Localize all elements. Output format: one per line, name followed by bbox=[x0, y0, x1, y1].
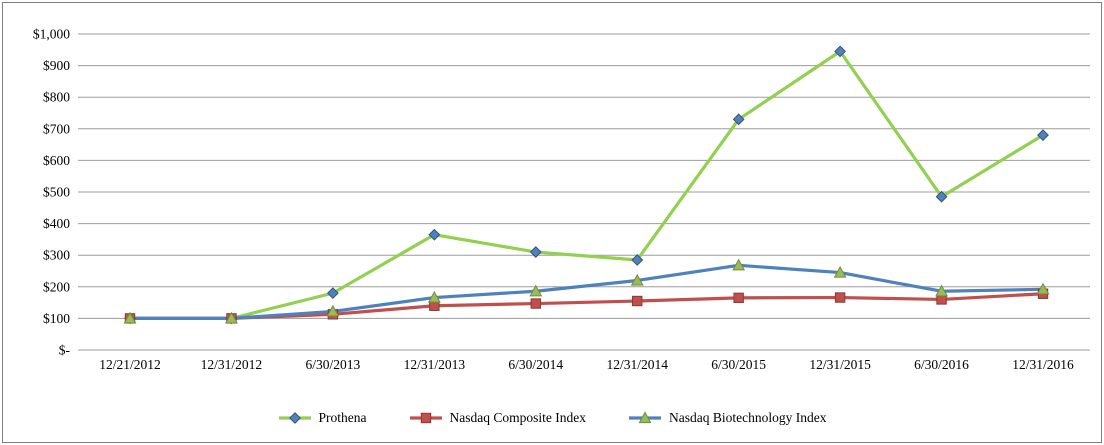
legend-item-nasdaq-biotechnology-index: Nasdaq Biotechnology Index bbox=[628, 411, 826, 425]
marker-triangle-nasdaq-biotechnology-index bbox=[1036, 282, 1050, 295]
x-axis-tick-label: 12/31/2016 bbox=[1012, 357, 1074, 372]
y-axis-tick-label: $500 bbox=[43, 185, 70, 200]
marker-triangle-nasdaq-biotechnology-index bbox=[935, 284, 949, 297]
y-axis-tick-label: $200 bbox=[43, 279, 70, 294]
legend-triangle-marker-icon bbox=[629, 411, 661, 424]
x-axis-tick-label: 12/31/2015 bbox=[809, 357, 871, 372]
legend-diamond-marker-icon bbox=[278, 412, 311, 424]
x-axis-tick-label: 12/31/2014 bbox=[606, 357, 668, 372]
marker-square-nasdaq-composite-index bbox=[834, 292, 846, 303]
legend-item-prothena: Prothena bbox=[278, 411, 367, 425]
marker-triangle-nasdaq-biotechnology-index bbox=[224, 311, 238, 324]
legend-item-nasdaq-composite-index: Nasdaq Composite Index bbox=[409, 411, 586, 425]
chart-legend: Prothena Nasdaq Composite Index Nasdaq Bio… bbox=[0, 405, 1104, 431]
marker-diamond-prothena bbox=[732, 113, 745, 126]
y-axis-tick-label: $700 bbox=[43, 121, 70, 136]
marker-diamond-prothena bbox=[326, 287, 339, 300]
legend-label: Nasdaq Biotechnology Index bbox=[669, 410, 827, 426]
y-axis-tick-label: $600 bbox=[43, 153, 70, 168]
legend-label: Prothena bbox=[318, 410, 367, 426]
marker-diamond-prothena bbox=[1037, 129, 1049, 142]
legend-marker-triangle bbox=[638, 411, 652, 424]
x-axis-tick-label: 6/30/2015 bbox=[711, 357, 766, 372]
marker-diamond-prothena bbox=[935, 190, 948, 203]
marker-triangle-nasdaq-biotechnology-index bbox=[630, 273, 644, 286]
y-axis-tick-label: $300 bbox=[43, 248, 70, 263]
marker-triangle-nasdaq-biotechnology-index bbox=[833, 265, 847, 278]
marker-triangle-nasdaq-biotechnology-index bbox=[427, 290, 441, 303]
marker-triangle-nasdaq-biotechnology-index bbox=[123, 311, 137, 324]
marker-diamond-prothena bbox=[529, 246, 542, 258]
x-axis-tick-label: 12/31/2012 bbox=[201, 357, 263, 372]
marker-square-nasdaq-composite-index bbox=[530, 298, 541, 309]
legend-label: Nasdaq Composite Index bbox=[449, 410, 586, 426]
x-axis-tick-label: 6/30/2014 bbox=[508, 357, 563, 372]
marker-square-nasdaq-composite-index bbox=[632, 295, 643, 307]
legend-square-marker-icon bbox=[409, 412, 442, 424]
x-axis-tick-label: 12/31/2013 bbox=[404, 357, 466, 372]
legend-marker-diamond bbox=[288, 412, 301, 424]
marker-triangle-nasdaq-biotechnology-index bbox=[326, 304, 340, 317]
series-line-prothena bbox=[128, 49, 1045, 320]
x-axis-tick-label: 6/30/2013 bbox=[306, 357, 361, 372]
x-axis-tick-label: 6/30/2016 bbox=[914, 357, 969, 372]
x-axis-tick-label: 12/21/2012 bbox=[99, 357, 161, 372]
y-axis-tick-label: $1,000 bbox=[33, 27, 70, 42]
marker-square-nasdaq-composite-index bbox=[733, 292, 744, 304]
marker-diamond-prothena bbox=[834, 45, 847, 58]
legend-marker-square bbox=[420, 412, 431, 424]
y-axis-tick-label: $400 bbox=[43, 216, 70, 231]
marker-diamond-prothena bbox=[428, 228, 441, 241]
marker-diamond-prothena bbox=[631, 254, 644, 266]
y-axis-tick-label: $- bbox=[59, 343, 71, 358]
y-axis-tick-label: $100 bbox=[43, 311, 70, 326]
marker-triangle-nasdaq-biotechnology-index bbox=[529, 284, 543, 297]
marker-triangle-nasdaq-biotechnology-index bbox=[732, 258, 746, 271]
y-axis-tick-label: $800 bbox=[43, 90, 70, 105]
series-line-nasdaq-biotechnology-index bbox=[128, 263, 1045, 320]
y-axis-tick-label: $900 bbox=[43, 58, 70, 73]
